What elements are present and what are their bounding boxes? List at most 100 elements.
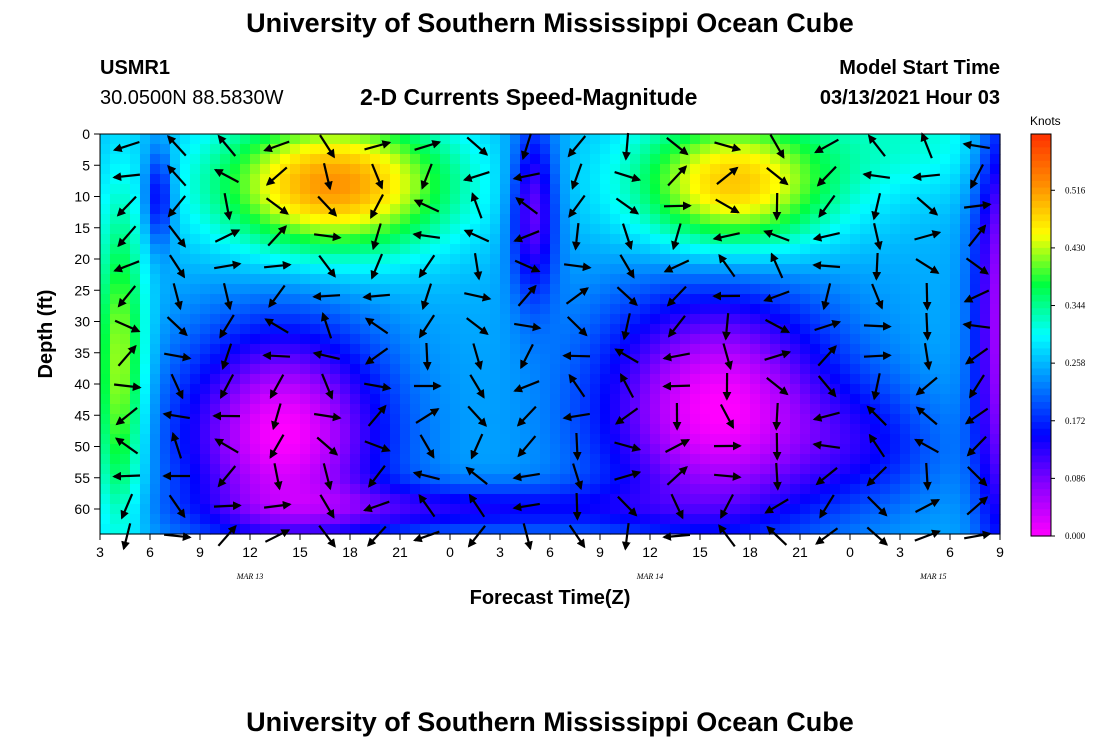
heatmap-cell [890,364,901,375]
heatmap-cell [600,144,611,155]
heatmap-cell [220,154,231,165]
heatmap-cell [400,404,411,415]
colorbar-cell [1031,335,1051,343]
heatmap-cell [660,444,671,455]
current-arrow [362,292,391,301]
heatmap-cell [350,184,361,195]
heatmap-cell [810,524,821,535]
current-arrow [265,197,289,215]
heatmap-cell [200,454,211,465]
heatmap-cell [930,354,941,365]
current-arrow [269,374,285,399]
heatmap-cell [550,424,561,435]
heatmap-cell [490,474,501,485]
heatmap-cell [100,324,111,335]
heatmap-cell [100,414,111,425]
heatmap-cell [540,374,551,385]
heatmap-cell [740,334,751,345]
heatmap-cell [340,484,351,495]
heatmap-cell [820,394,831,405]
heatmap-cell [710,454,721,465]
heatmap-cell [890,314,901,325]
heatmap-cell [810,394,821,405]
heatmap-cell [820,184,831,195]
heatmap-cell [220,374,231,385]
heatmap-cell [360,404,371,415]
heatmap-cell [320,214,331,225]
heatmap-cell [460,444,471,455]
heatmap-cell [400,214,411,225]
heatmap-cell [270,244,281,255]
heatmap-cell [310,414,321,425]
heatmap-cell [420,254,431,265]
heatmap-cell [450,374,461,385]
heatmap-cell [940,424,951,435]
heatmap-cell [300,274,311,285]
current-arrow [866,466,888,487]
heatmap-cell [940,344,951,355]
heatmap-cell [700,304,711,315]
current-arrow [264,318,289,334]
heatmap-cell [600,154,611,165]
heatmap-cell [800,194,811,205]
heatmap-cell [240,274,251,285]
heatmap-cell [660,314,671,325]
heatmap-cell [100,264,111,275]
heatmap-cell [900,494,911,505]
heatmap-cell [950,354,961,365]
heatmap-cell [240,334,251,345]
current-arrow [667,315,686,338]
heatmap-cell [320,234,331,245]
heatmap-cell [520,494,531,505]
heatmap-cell [510,374,521,385]
heatmap-cell [730,234,741,245]
current-arrow [167,195,187,218]
heatmap-cell [680,524,691,535]
heatmap-cell [550,504,561,515]
heatmap-cell [730,484,741,495]
heatmap-cell [650,454,661,465]
heatmap-cell [920,424,931,435]
heatmap-cell [790,464,801,475]
heatmap-cell [920,194,931,205]
heatmap-cell [470,314,481,325]
heatmap-cell [830,324,841,335]
heatmap-cell [330,284,341,295]
heatmap-cell [590,464,601,475]
heatmap-cell [620,194,631,205]
current-arrow [923,343,933,371]
heatmap-cell [320,154,331,165]
heatmap-cell [980,214,991,225]
heatmap-cell [750,324,761,335]
heatmap-cell [590,324,601,335]
heatmap-cell [440,174,451,185]
heatmap-cell [850,444,861,455]
heatmap-cell [130,354,141,365]
heatmap-cell [790,294,801,305]
x-tick-label: 3 [96,544,104,560]
heatmap-cell [590,214,601,225]
heatmap-cell [570,304,581,315]
heatmap-cell [660,394,671,405]
heatmap-cell [620,414,631,425]
heatmap-cell [270,474,281,485]
heatmap-cell [540,274,551,285]
heatmap-cell [180,154,191,165]
heatmap-cell [560,524,571,535]
heatmap-cell [820,234,831,245]
heatmap-cell [650,144,661,155]
heatmap-cell [720,204,731,215]
heatmap-cell [640,394,651,405]
heatmap-cell [560,294,571,305]
heatmap-cell [450,254,461,265]
heatmap-cell [890,214,901,225]
heatmap-cell [860,154,871,165]
heatmap-cell [670,284,681,295]
heatmap-cell [560,394,571,405]
heatmap-cell [750,234,761,245]
heatmap-cell [340,474,351,485]
heatmap-cell [600,194,611,205]
heatmap-cell [720,404,731,415]
heatmap-cell [640,234,651,245]
heatmap-cell [610,234,621,245]
